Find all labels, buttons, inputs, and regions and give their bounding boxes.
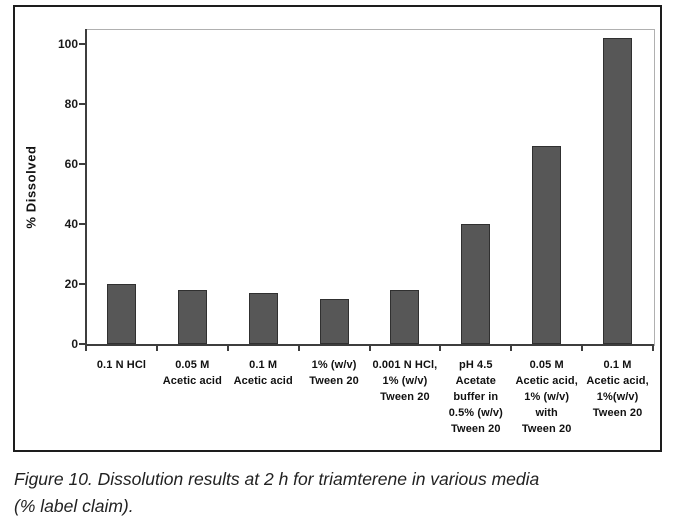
x-tick-mark	[652, 346, 654, 351]
y-tick-mark	[79, 43, 86, 45]
x-category-label-line: 0.001 N HCl,	[372, 359, 438, 371]
x-category-label-line: 0.1 M	[603, 359, 632, 371]
y-tick-label: 80	[64, 97, 78, 111]
bar	[106, 284, 136, 344]
bar	[390, 290, 420, 344]
x-category-label: 0.05 M Acetic acid	[147, 357, 238, 389]
x-category-label: 0.001 N HCl, 1% (w/v) Tween 20	[360, 357, 451, 405]
x-category-label-line: Acetic acid,	[515, 375, 578, 387]
x-category-label-line: pH 4.5	[459, 359, 493, 371]
y-tick-mark	[79, 103, 86, 105]
x-category-label-line: Acetic acid,	[586, 375, 649, 387]
figure-caption-line2: (% label claim).	[14, 496, 134, 516]
x-category-label-line: 1% (w/v)	[382, 375, 428, 387]
plot-area	[86, 29, 655, 346]
x-category-label: 1% (w/v) Tween 20	[289, 357, 380, 389]
y-tick-mark	[79, 223, 86, 225]
bar	[319, 299, 349, 344]
bar	[532, 146, 562, 344]
x-category-label-line: Acetic acid	[162, 375, 222, 387]
bar	[461, 224, 491, 344]
y-tick-label: 0	[71, 337, 78, 351]
x-category-label: pH 4.5 Acetate buffer in 0.5% (w/v) Tween 20	[430, 357, 521, 437]
y-tick-mark	[79, 283, 86, 285]
x-category-label-line: Acetate	[455, 375, 497, 387]
x-tick-mark	[297, 346, 300, 351]
x-category-label-line: Tween 20	[521, 423, 572, 435]
x-tick-mark	[439, 346, 442, 351]
y-tick-label: 60	[64, 157, 78, 171]
x-tick-mark	[581, 346, 584, 351]
figure-caption-line1: Figure 10. Dissolution results at 2 h fo…	[14, 469, 540, 489]
y-tick-mark	[79, 163, 86, 165]
y-tick-mark	[79, 343, 86, 345]
x-tick-mark	[368, 346, 371, 351]
x-category-label-line: 0.1 N HCl	[96, 359, 147, 371]
x-tick-mark	[85, 346, 87, 351]
x-category-label-line: Tween 20	[309, 375, 359, 387]
x-tick-mark	[510, 346, 513, 351]
x-category-label: 0.1 N HCl	[76, 357, 167, 373]
figure-caption: Figure 10. Dissolution results at 2 h fo…	[14, 466, 539, 520]
x-category-label: 0.05 M Acetic acid, 1% (w/v) with Tween 20	[501, 357, 592, 437]
x-axis-line	[85, 344, 654, 346]
x-category-label-line: 0.1 M	[249, 359, 278, 371]
x-category-label-line: Tween 20	[451, 423, 501, 435]
figure-panel: % Dissolved 0 20 40 60 80 100 0.1 N HCl 0.05 M A…	[13, 5, 662, 452]
bar	[248, 293, 278, 344]
x-category-label: 0.1 M Acetic acid, 1%(w/v) Tween 20	[572, 357, 663, 421]
x-category-label-line: Tween 20	[592, 407, 643, 419]
x-category-label-line: 0.05 M	[175, 359, 210, 371]
x-category-label-line: 1%(w/v)	[596, 391, 639, 403]
x-category-label-line: Acetic acid	[233, 375, 293, 387]
y-axis-line	[85, 29, 87, 346]
y-tick-label: 20	[64, 277, 78, 291]
x-category-label-line: 1% (w/v)	[524, 391, 570, 403]
x-category-label-line: buffer in	[453, 391, 499, 403]
x-category-label-line: 1% (w/v)	[311, 359, 357, 371]
x-tick-mark	[155, 346, 158, 351]
x-category-label-line: with	[535, 407, 558, 419]
bar	[177, 290, 207, 344]
x-category-label-line: Tween 20	[380, 391, 430, 403]
x-category-label-line: 0.05 M	[529, 359, 564, 371]
x-category-label: 0.1 M Acetic acid	[218, 357, 309, 389]
y-tick-label: 100	[57, 37, 78, 51]
y-axis-title: % Dissolved	[23, 145, 39, 229]
bar	[603, 38, 633, 344]
x-tick-mark	[226, 346, 229, 351]
y-tick-label: 40	[64, 217, 78, 231]
x-category-label-line: 0.5% (w/v)	[448, 407, 503, 419]
